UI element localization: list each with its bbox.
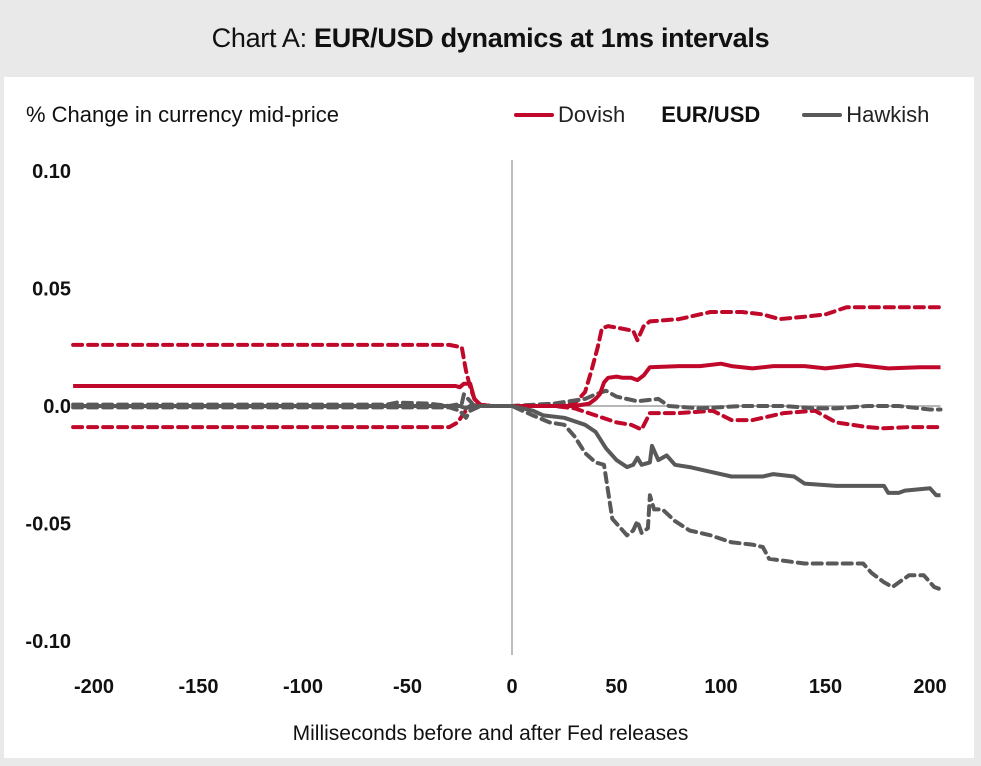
series-hawkish-lower-band <box>71 404 943 592</box>
chart-title-bold: EUR/USD dynamics at 1ms intervals <box>314 22 770 53</box>
x-tick-label: 150 <box>809 676 842 698</box>
y-axis-title: % Change in currency mid-price <box>26 102 340 127</box>
legend-swatch-dovish <box>514 113 554 117</box>
legend-label-hawkish: Hawkish <box>846 102 930 127</box>
chart-panel <box>4 77 974 758</box>
x-tick-label: 0 <box>506 676 517 698</box>
y-tick-label: -0.05 <box>25 514 71 536</box>
x-tick-label: 200 <box>913 676 946 698</box>
y-tick-labels: 0.10 0.05 0.0 -0.05 -0.10 <box>25 161 71 653</box>
legend-label-eurusd: EUR/USD <box>661 102 761 127</box>
legend-swatch-hawkish <box>802 113 843 117</box>
x-tick-label: -50 <box>393 676 422 698</box>
series-dovish-mean <box>73 361 941 408</box>
series-hawkish-mean <box>73 404 941 498</box>
y-tick-label: 0.05 <box>32 279 71 301</box>
x-tick-labels: -200 -150 -100 -50 0 50 100 150 200 <box>74 676 947 698</box>
legend: Dovish EUR/USD Hawkish <box>514 102 929 128</box>
legend-item-hawkish: Hawkish <box>802 102 929 128</box>
x-tick-label: 50 <box>605 676 627 698</box>
legend-label-dovish: Dovish <box>558 102 626 127</box>
chart-title-prefix: Chart A: <box>211 22 315 53</box>
y-tick-label: 0.0 <box>43 396 71 418</box>
chart-header: Chart A: EUR/USD dynamics at 1ms interva… <box>0 0 981 76</box>
chart-title: Chart A: EUR/USD dynamics at 1ms interva… <box>212 23 770 54</box>
x-tick-label: -100 <box>283 676 323 698</box>
y-tick-label: -0.10 <box>25 631 71 653</box>
x-axis-title: Milliseconds before and after Fed releas… <box>292 722 689 745</box>
series-dovish-upper-band <box>71 305 943 408</box>
x-tick-label: 100 <box>704 676 737 698</box>
x-tick-label: -150 <box>178 676 218 698</box>
series-lines <box>71 305 943 592</box>
x-tick-label: -200 <box>74 676 114 698</box>
legend-item-dovish: Dovish <box>514 102 625 128</box>
y-tick-label: 0.10 <box>32 161 71 183</box>
